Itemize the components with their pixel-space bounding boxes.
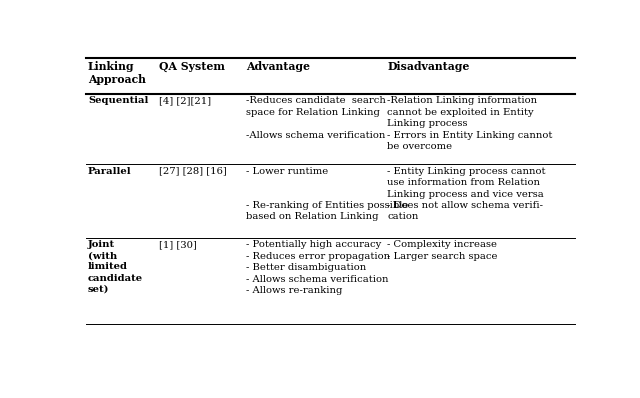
Text: - Entity Linking process cannot
use information from Relation
Linking process an: - Entity Linking process cannot use info… [387,167,545,221]
Text: Sequential: Sequential [88,96,148,105]
Text: Parallel: Parallel [88,167,132,176]
Text: -Reduces candidate  search
space for Relation Linking

-Allows schema verificati: -Reduces candidate search space for Rela… [246,96,385,140]
Text: Disadvantage: Disadvantage [387,61,469,72]
Text: -Relation Linking information
cannot be exploited in Entity
Linking process
- Er: -Relation Linking information cannot be … [387,96,552,151]
Text: Linking
Approach: Linking Approach [88,61,146,85]
Text: - Lower runtime


- Re-ranking of Entities possible
based on Relation Linking: - Lower runtime - Re-ranking of Entities… [246,167,408,221]
Text: - Potentially high accuracy
- Reduces error propagation
- Better disambiguation
: - Potentially high accuracy - Reduces er… [246,240,390,295]
Text: - Complexity increase
- Larger search space: - Complexity increase - Larger search sp… [387,240,497,261]
Text: [1] [30]: [1] [30] [159,240,196,249]
Text: Joint
(with
limited
candidate
set): Joint (with limited candidate set) [88,240,143,294]
Text: [27] [28] [16]: [27] [28] [16] [159,167,227,176]
Text: Advantage: Advantage [246,61,310,72]
Text: [4] [2][21]: [4] [2][21] [159,96,211,105]
Text: QA System: QA System [159,61,225,72]
